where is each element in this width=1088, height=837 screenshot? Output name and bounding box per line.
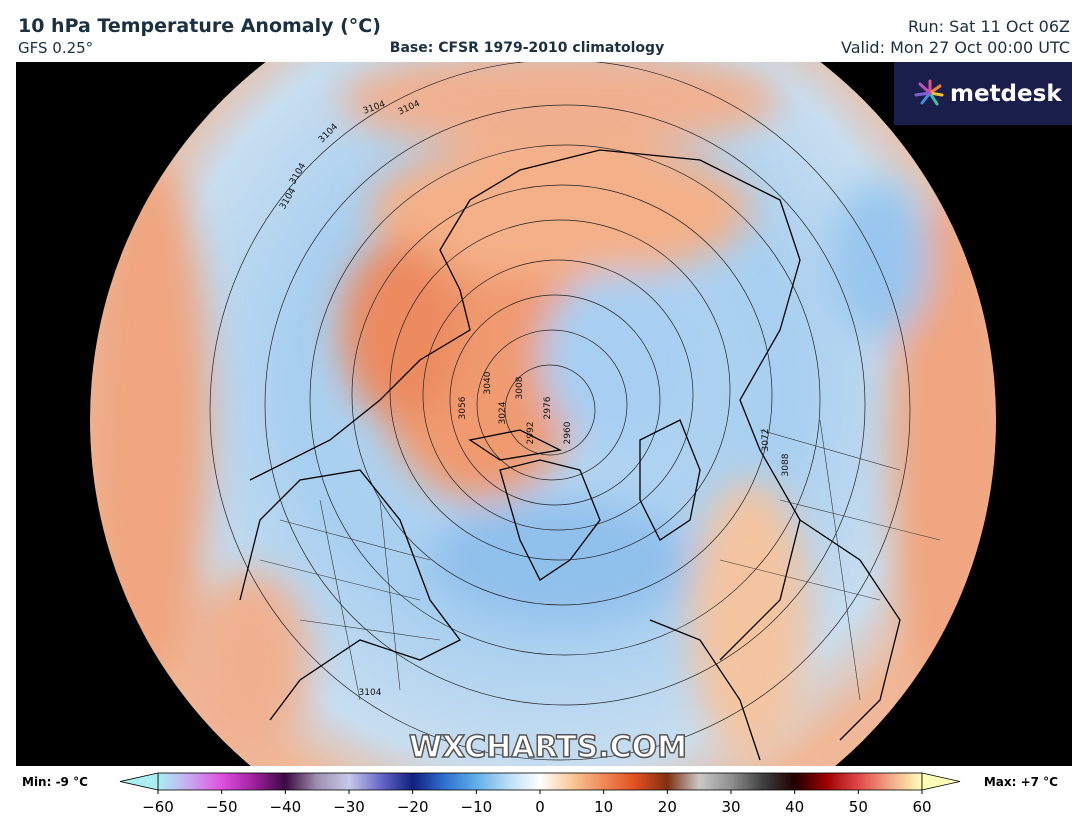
contour-label: 2960 bbox=[563, 421, 573, 444]
colorbar-tick-label: −30 bbox=[333, 798, 365, 816]
colorbar-tick-label: −10 bbox=[461, 798, 493, 816]
title: 10 hPa Temperature Anomaly (°C) bbox=[18, 15, 381, 37]
colorbar-tick-label: −20 bbox=[397, 798, 429, 816]
contour-label: 3104 bbox=[359, 688, 382, 698]
colorbar-tick-label: −40 bbox=[270, 798, 302, 816]
colorbar-tick-label: −60 bbox=[142, 798, 174, 816]
run: Run: Sat 11 Oct 06Z bbox=[908, 17, 1070, 36]
colorbar: −60 −50 −40 −30 −20 −10 0 10 20 30 40 50 60 bbox=[119, 772, 961, 816]
colorbar-tick-label: 40 bbox=[785, 798, 804, 816]
contour-label: 3024 bbox=[498, 401, 508, 424]
height-contours bbox=[209, 62, 911, 761]
contour-label: 3056 bbox=[458, 396, 468, 419]
colorbar-high-end bbox=[921, 772, 961, 791]
contour-label: 3008 bbox=[515, 376, 525, 399]
contour-label: 3088 bbox=[781, 453, 791, 476]
base: Base: CFSR 1979-2010 climatology bbox=[390, 40, 664, 56]
contour-label: 3040 bbox=[483, 371, 493, 394]
logo-icon bbox=[914, 79, 944, 106]
borders bbox=[259, 419, 941, 701]
colorbar-tick-label: 0 bbox=[535, 798, 545, 816]
valid: Valid: Mon 27 Oct 00:00 UTC bbox=[841, 38, 1070, 57]
colorbar-low-end bbox=[119, 772, 159, 791]
logo-text: metdesk bbox=[950, 81, 1062, 107]
colorbar-tick-label: 10 bbox=[594, 798, 613, 816]
watermark: WXCHARTS.COM bbox=[409, 730, 687, 765]
contour-label: 2976 bbox=[543, 396, 553, 419]
colorbar-max: Max: +7 °C bbox=[984, 775, 1058, 789]
colorbar-scale bbox=[157, 772, 923, 791]
contour-label: 2992 bbox=[526, 422, 536, 445]
colorbar-min: Min: -9 °C bbox=[22, 775, 88, 789]
colorbar-tick-label: 50 bbox=[849, 798, 868, 816]
colorbar-tick-label: −50 bbox=[206, 798, 238, 816]
model: GFS 0.25° bbox=[18, 39, 93, 57]
coastlines bbox=[239, 149, 901, 761]
contour-label: 3072 bbox=[761, 429, 771, 452]
colorbar-tick-label: 30 bbox=[721, 798, 740, 816]
colorbar-tick-label: 20 bbox=[658, 798, 677, 816]
colorbar-tick-label: 60 bbox=[912, 798, 931, 816]
